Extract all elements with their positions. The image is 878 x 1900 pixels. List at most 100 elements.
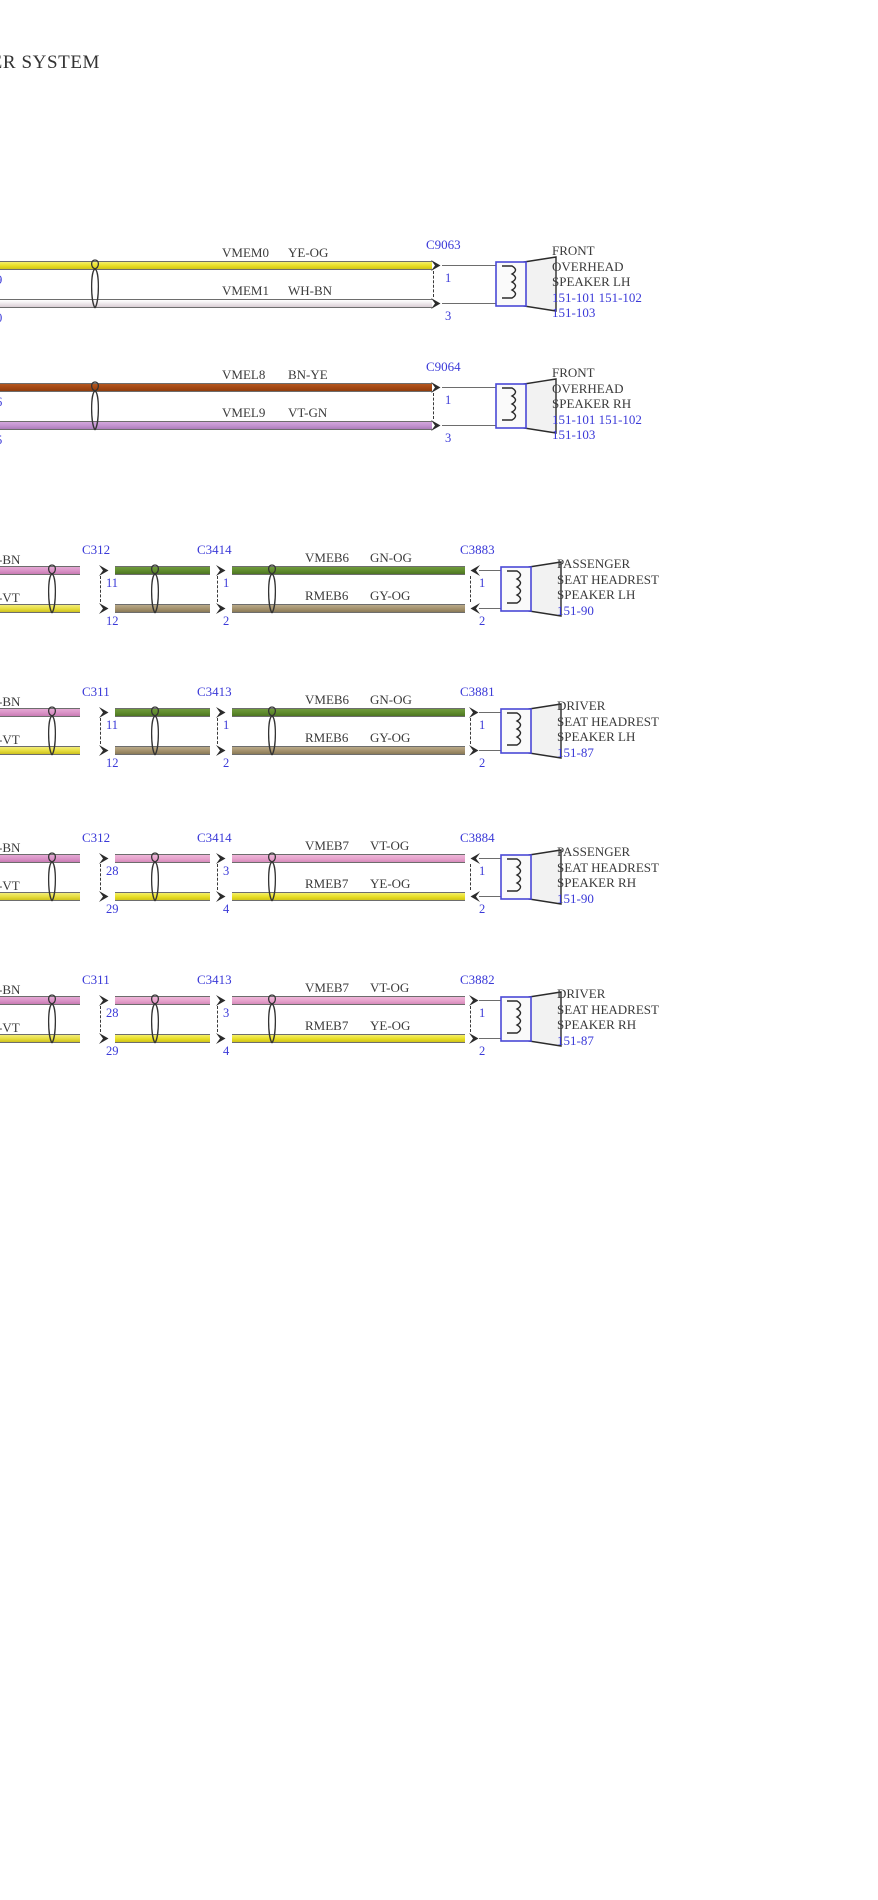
- connector-arrow-front-overhead-rh-0[interactable]: [430, 381, 443, 394]
- circuit-driver-seat-headrest-lh-1: RMEB6: [305, 730, 349, 745]
- speaker-name-line-2: SPEAKER RH: [557, 1017, 637, 1032]
- connector-arrow2-driver-seat-headrest-rh-1[interactable]: [215, 1032, 228, 1045]
- pin-right-passenger-seat-headrest-rh-1: 2: [479, 902, 486, 916]
- connector-label-front-overhead-lh: C9063: [426, 237, 461, 252]
- pin-left-front-overhead-rh-1: 5: [0, 433, 2, 448]
- connector-arrow1-passenger-seat-headrest-lh-0[interactable]: [98, 564, 111, 577]
- wire-in-passenger-seat-headrest-lh-0: [0, 565, 80, 575]
- connector-arrow2-passenger-seat-headrest-rh-1[interactable]: [215, 890, 228, 903]
- wire-in-driver-seat-headrest-rh-0: [0, 995, 80, 1005]
- connector-arrow1-driver-seat-headrest-rh-1[interactable]: [98, 1032, 111, 1045]
- terminal-arrow-passenger-seat-headrest-rh-1[interactable]: [468, 890, 481, 903]
- wire-in-passenger-seat-headrest-rh-0: [0, 853, 80, 863]
- connector-arrow2-driver-seat-headrest-lh-0[interactable]: [215, 706, 228, 719]
- pin-right-passenger-seat-headrest-lh-0: 1: [479, 576, 486, 590]
- wire-mid-passenger-seat-headrest-lh-0: [115, 565, 210, 575]
- connector-arrow2-driver-seat-headrest-lh-1[interactable]: [215, 744, 228, 757]
- left-code-passenger-seat-headrest-rh-1: -VT: [0, 878, 20, 893]
- pin-right-front-overhead-rh-0: 1: [445, 393, 452, 407]
- connector-dash-front-overhead-lh: [433, 271, 434, 297]
- lead-front-overhead-lh-1: [442, 303, 496, 304]
- connector-arrow2-passenger-seat-headrest-rh-0[interactable]: [215, 852, 228, 865]
- connector-arrow2-driver-seat-headrest-rh-0[interactable]: [215, 994, 228, 1007]
- pin-right-passenger-seat-headrest-lh-1: 2: [479, 614, 486, 628]
- circuit-front-overhead-lh-0: VMEM0: [222, 245, 269, 260]
- pin-c1-driver-seat-headrest-rh-0: 28: [106, 1006, 119, 1020]
- connector-arrow-front-overhead-rh-1[interactable]: [430, 419, 443, 432]
- lead-front-overhead-rh-0: [442, 387, 496, 388]
- wire-in-passenger-seat-headrest-lh-1: [0, 603, 80, 613]
- wire-front-overhead-rh-1: [0, 420, 432, 430]
- twisted-pair-marker: [88, 380, 102, 437]
- wire-out-driver-seat-headrest-rh-0: [232, 995, 465, 1005]
- connector-arrow-front-overhead-lh-1[interactable]: [430, 297, 443, 310]
- speaker-part-number-0: 151-101 151-102: [552, 411, 642, 427]
- color-code-front-overhead-rh-0: BN-YE: [288, 367, 328, 382]
- speaker-name-line-0: FRONT: [552, 243, 595, 259]
- speaker-name-line-1: OVERHEAD: [552, 258, 624, 274]
- circuit-driver-seat-headrest-rh-0: VMEB7: [305, 980, 350, 995]
- terminal-arrow-driver-seat-headrest-rh-1[interactable]: [468, 1032, 481, 1045]
- connector-label-driver-seat-headrest-rh: C3882: [460, 972, 495, 987]
- color-code-front-overhead-lh-1: WH-BN: [288, 283, 333, 298]
- wire-out-passenger-seat-headrest-rh-0: [232, 853, 465, 863]
- terminal-arrow-passenger-seat-headrest-rh-0[interactable]: [468, 852, 481, 865]
- connector-label2-passenger-seat-headrest-lh: C3414: [197, 542, 232, 557]
- connector-label1-passenger-seat-headrest-lh: C312: [82, 542, 111, 557]
- circuit-passenger-seat-headrest-lh-0: VMEB6: [305, 550, 350, 565]
- connector-dash-front-overhead-rh: [433, 393, 434, 419]
- twisted-pair-marker: [45, 563, 59, 620]
- speaker-caption-driver-seat-headrest-lh: DRIVER SEAT HEADREST SPEAKER LH 151-87: [557, 698, 659, 760]
- connector-arrow1-driver-seat-headrest-rh-0[interactable]: [98, 994, 111, 1007]
- connector-arrow1-driver-seat-headrest-lh-0[interactable]: [98, 706, 111, 719]
- speaker-name-line-0: PASSENGER: [557, 556, 631, 571]
- connector-arrow2-passenger-seat-headrest-lh-1[interactable]: [215, 602, 228, 615]
- twisted-pair-marker: [148, 563, 162, 620]
- circuit-passenger-seat-headrest-rh-1: RMEB7: [305, 876, 349, 891]
- connector-dash2-driver-seat-headrest-rh: [470, 1006, 471, 1032]
- pin-c1-driver-seat-headrest-lh-1: 12: [106, 756, 119, 770]
- pin-c1-passenger-seat-headrest-rh-0: 28: [106, 864, 119, 878]
- wire-mid-passenger-seat-headrest-rh-1: [115, 891, 210, 901]
- connector-arrow2-passenger-seat-headrest-lh-0[interactable]: [215, 564, 228, 577]
- twisted-pair-marker: [265, 563, 279, 620]
- connector-arrow-front-overhead-lh-0[interactable]: [430, 259, 443, 272]
- connector-arrow1-passenger-seat-headrest-rh-1[interactable]: [98, 890, 111, 903]
- connector-arrow1-passenger-seat-headrest-lh-1[interactable]: [98, 602, 111, 615]
- terminal-arrow-passenger-seat-headrest-lh-0[interactable]: [468, 564, 481, 577]
- wire-mid-driver-seat-headrest-lh-1: [115, 745, 210, 755]
- pin-c1-passenger-seat-headrest-rh-1: 29: [106, 902, 119, 916]
- terminal-arrow-driver-seat-headrest-lh-0[interactable]: [468, 706, 481, 719]
- lead-front-overhead-rh-1: [442, 425, 496, 426]
- connector-dash1-passenger-seat-headrest-rh: [217, 864, 218, 890]
- wire-mid-passenger-seat-headrest-lh-1: [115, 603, 210, 613]
- speaker-caption-passenger-seat-headrest-lh: PASSENGER SEAT HEADREST SPEAKER LH 151-90: [557, 556, 659, 618]
- speaker-symbol-passenger-seat-headrest-rh: [495, 849, 567, 905]
- pin-c2-driver-seat-headrest-rh-1: 4: [223, 1044, 230, 1058]
- pin-right-driver-seat-headrest-lh-1: 2: [479, 756, 486, 770]
- circuit-front-overhead-rh-1: VMEL9: [222, 405, 266, 420]
- wire-front-overhead-lh-0: [0, 260, 432, 270]
- terminal-arrow-driver-seat-headrest-lh-1[interactable]: [468, 744, 481, 757]
- page-title: AKER SYSTEM: [0, 52, 101, 73]
- speaker-name-line-0: PASSENGER: [557, 844, 631, 859]
- pin-c2-driver-seat-headrest-lh-0: 1: [223, 718, 230, 732]
- speaker-name-line-2: SPEAKER RH: [552, 396, 632, 412]
- connector-dash0-passenger-seat-headrest-rh: [100, 864, 101, 890]
- wire-out-driver-seat-headrest-lh-1: [232, 745, 465, 755]
- twisted-pair-marker: [265, 705, 279, 762]
- connector-dash0-driver-seat-headrest-lh: [100, 718, 101, 744]
- terminal-arrow-passenger-seat-headrest-lh-1[interactable]: [468, 602, 481, 615]
- pin-right-driver-seat-headrest-rh-0: 1: [479, 1006, 486, 1020]
- connector-dash2-passenger-seat-headrest-lh: [470, 576, 471, 602]
- pin-right-driver-seat-headrest-rh-1: 2: [479, 1044, 486, 1058]
- pin-right-driver-seat-headrest-lh-0: 1: [479, 718, 486, 732]
- connector-arrow1-passenger-seat-headrest-rh-0[interactable]: [98, 852, 111, 865]
- terminal-arrow-driver-seat-headrest-rh-0[interactable]: [468, 994, 481, 1007]
- left-code-passenger-seat-headrest-rh-0: -BN: [0, 840, 21, 855]
- speaker-name-line-1: OVERHEAD: [552, 380, 624, 396]
- pin-left-front-overhead-lh-0: 9: [0, 273, 2, 288]
- wire-in-passenger-seat-headrest-rh-1: [0, 891, 80, 901]
- connector-dash1-passenger-seat-headrest-lh: [217, 576, 218, 602]
- connector-arrow1-driver-seat-headrest-lh-1[interactable]: [98, 744, 111, 757]
